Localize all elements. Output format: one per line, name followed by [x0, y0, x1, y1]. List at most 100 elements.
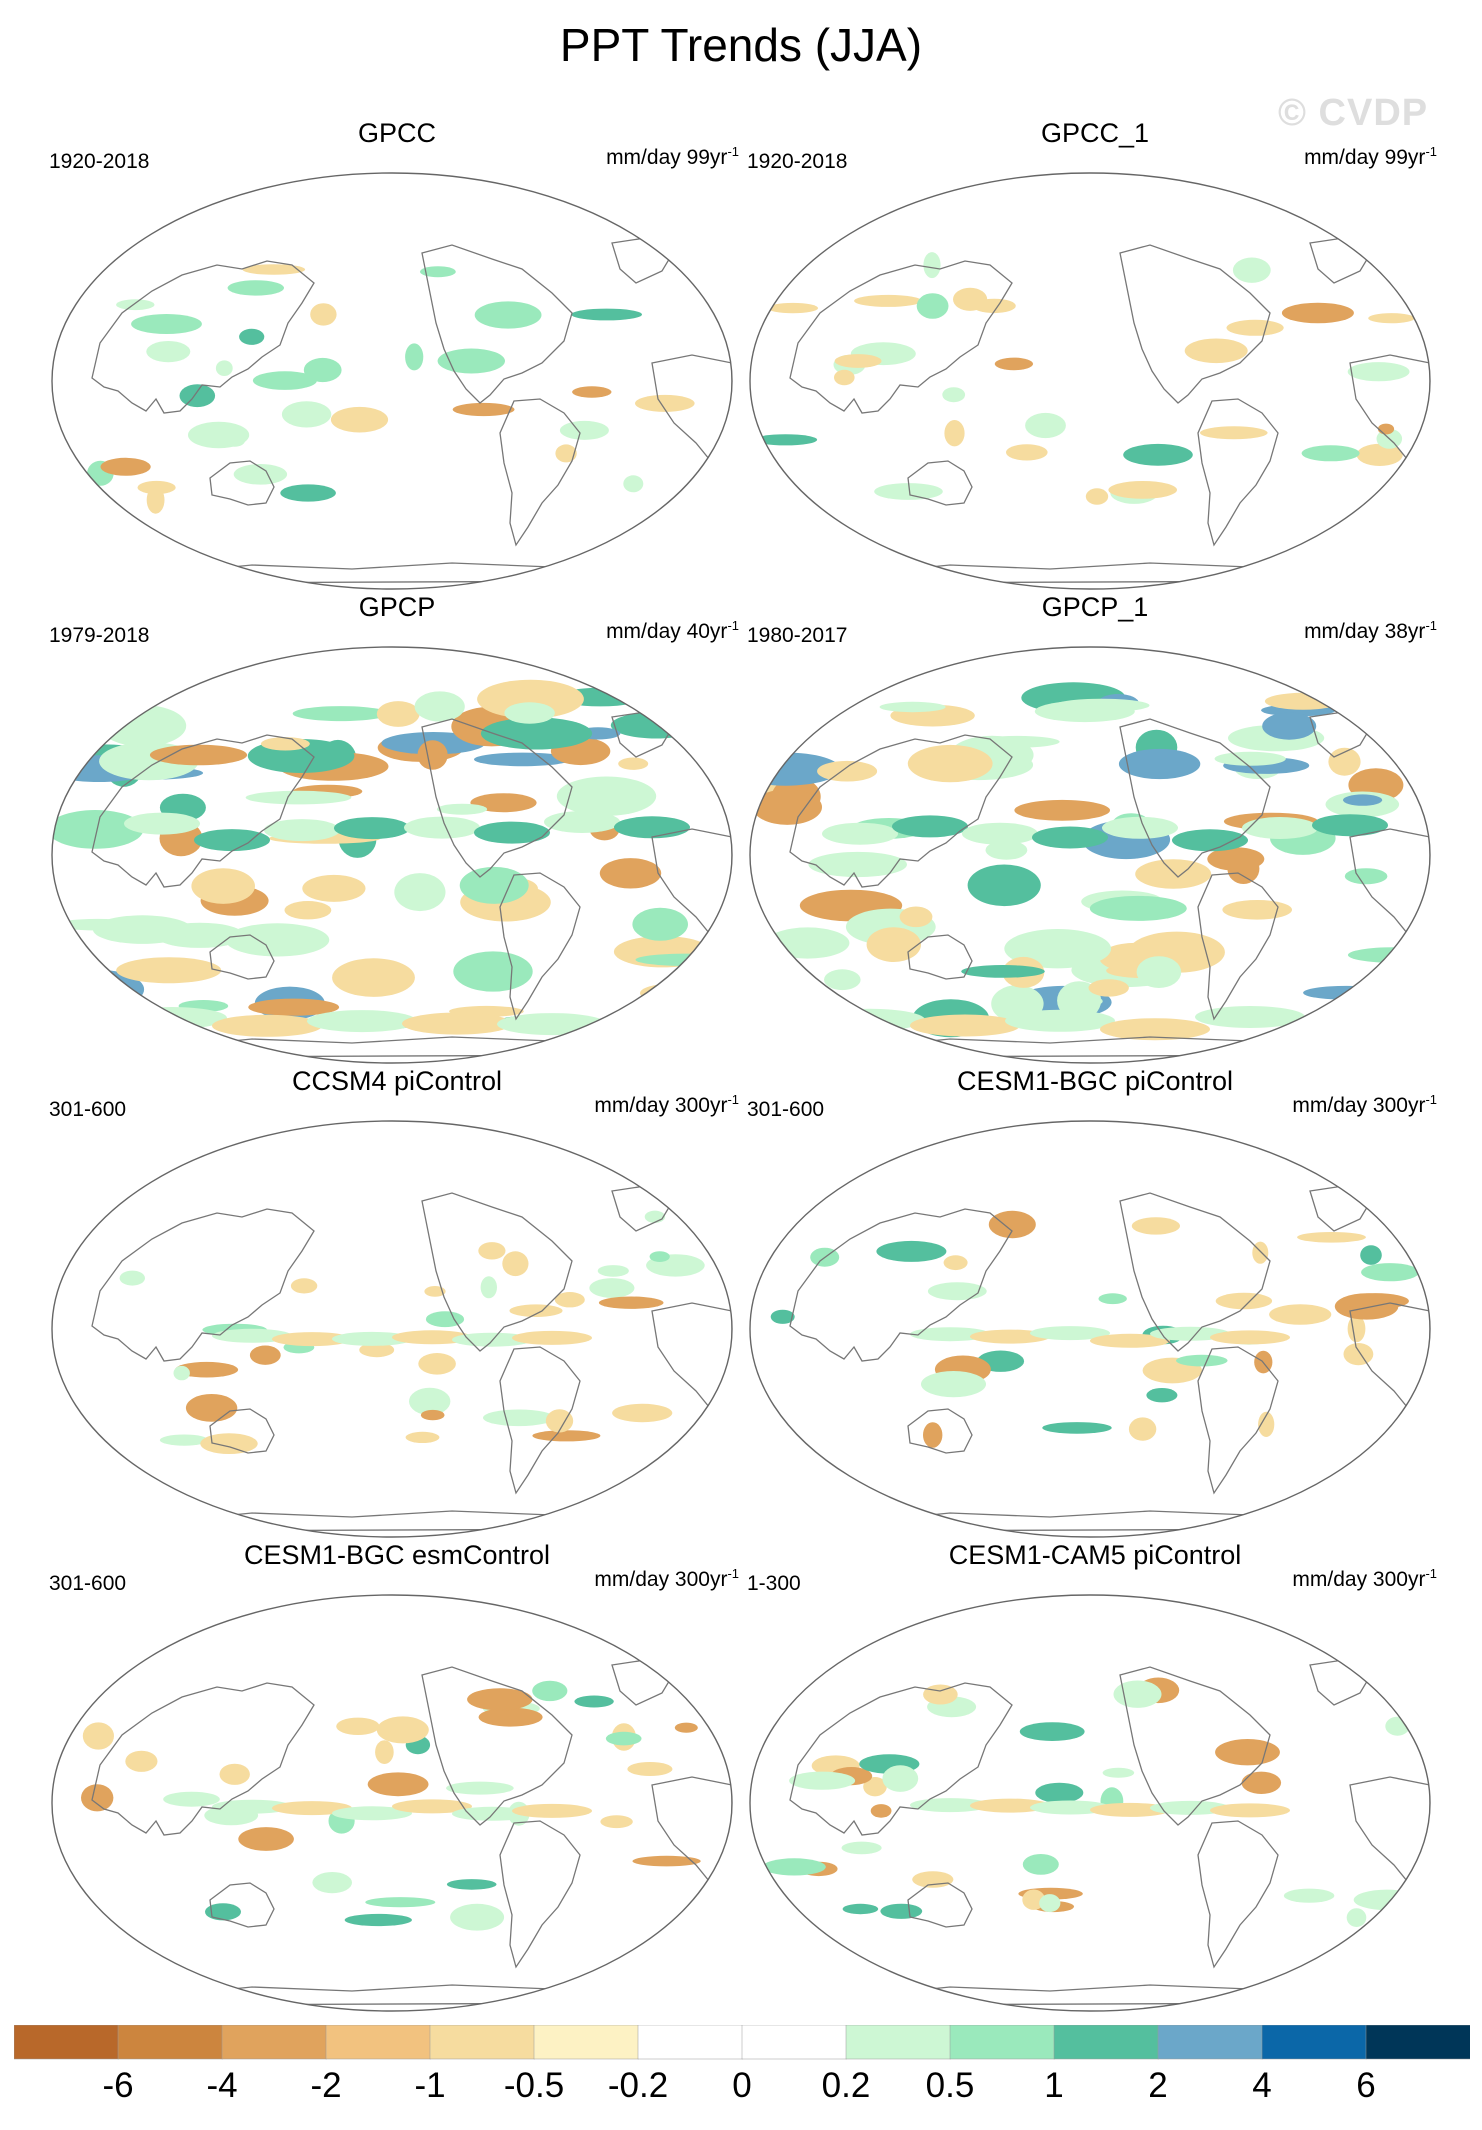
colorbar-tick-label: 4: [1252, 2066, 1272, 2105]
trend-anomaly-patch: [892, 815, 968, 838]
world-map: [749, 646, 1431, 1064]
panel-units: mm/day 300yr-1: [1292, 1092, 1437, 1117]
coastline: [611, 1184, 675, 1232]
coastline: [1309, 1184, 1373, 1232]
trend-anomaly-patch: [245, 790, 352, 805]
trend-anomaly-patch: [1200, 426, 1268, 440]
coastline: [421, 244, 573, 404]
trend-anomaly-patch: [405, 343, 424, 371]
trend-anomaly-patch: [600, 1815, 633, 1829]
trend-anomaly-patch: [923, 252, 941, 279]
trend-anomaly-patch: [480, 717, 593, 750]
trend-anomaly-patch: [632, 907, 688, 941]
trend-anomaly-patch: [307, 1010, 417, 1033]
trend-anomaly-patch: [953, 287, 988, 311]
trend-anomaly-patch: [559, 420, 609, 440]
trend-anomaly-patch: [52, 1012, 141, 1028]
coastline: [421, 1192, 573, 1352]
trend-anomaly-patch: [332, 958, 415, 997]
coastline: [151, 1510, 653, 1532]
trend-anomaly-patch: [212, 1014, 322, 1037]
trend-anomaly-patch: [1214, 751, 1286, 766]
colorbar-swatch: [949, 2025, 1055, 2060]
trend-anomaly-patch: [1100, 1018, 1210, 1041]
trend-anomaly-patch: [1361, 1263, 1420, 1282]
trend-anomaly-patch: [988, 1210, 1036, 1239]
trend-anomaly-patch: [674, 1722, 698, 1733]
coastline: [1309, 236, 1373, 284]
coastline: [209, 1408, 275, 1454]
colorbar-swatch: [533, 2025, 639, 2060]
trend-anomaly-patch: [1358, 985, 1425, 1002]
trend-anomaly-patch: [762, 1858, 826, 1876]
trend-anomaly-patch: [336, 1717, 380, 1735]
trend-anomaly-patch: [215, 360, 233, 376]
map-panel: GPCP_1 1980-2017 mm/day 38yr-1: [745, 592, 1445, 1064]
trend-anomaly-patch: [99, 705, 187, 747]
trend-anomaly-patch: [556, 776, 657, 816]
coastline: [849, 1510, 1351, 1532]
trend-anomaly-patch: [610, 712, 702, 739]
trend-anomaly-patch: [334, 817, 410, 840]
trend-anomaly-patch: [834, 369, 855, 386]
trend-anomaly-patch: [512, 1803, 592, 1818]
trend-anomaly-patch: [453, 951, 533, 992]
trend-anomaly-patch: [1146, 1388, 1178, 1403]
trend-anomaly-patch: [392, 1799, 472, 1814]
trend-anomaly-patch: [173, 1365, 190, 1381]
trend-anomaly-patch: [1343, 794, 1383, 806]
trend-anomaly-patch: [910, 1798, 990, 1813]
trend-anomaly-patch: [1118, 748, 1201, 780]
trend-anomaly-patch: [1150, 1326, 1230, 1341]
trend-anomaly-patch: [985, 840, 1028, 860]
coastline: [151, 562, 653, 584]
trend-anomaly-patch: [1297, 1232, 1366, 1243]
coastline: [421, 718, 573, 878]
coastline: [1197, 1346, 1279, 1495]
trend-anomaly-patch: [1258, 1411, 1275, 1437]
panel-units: mm/day 99yr-1: [606, 144, 739, 169]
trend-anomaly-patch: [502, 1251, 529, 1277]
panel-period: 301-600: [49, 1098, 127, 1121]
trend-anomaly-patch: [618, 757, 649, 770]
colorbar-swatch: [1365, 2025, 1470, 2060]
panel-units: mm/day 99yr-1: [1304, 144, 1437, 169]
trend-anomaly-patch: [635, 394, 695, 412]
trend-anomaly-patch: [644, 1210, 666, 1223]
trend-anomaly-patch: [284, 901, 332, 920]
trend-anomaly-patch: [238, 1827, 294, 1851]
trend-anomaly-patch: [967, 864, 1041, 907]
trend-anomaly-patch: [242, 264, 306, 275]
trend-anomaly-patch: [789, 1771, 856, 1790]
trend-anomaly-patch: [376, 701, 420, 727]
trend-anomaly-patch: [1341, 1293, 1409, 1310]
trend-anomaly-patch: [175, 1361, 239, 1378]
coastline: [499, 872, 581, 1021]
trend-anomaly-patch: [1364, 994, 1401, 1023]
trend-anomaly-patch: [1347, 947, 1430, 963]
world-map: [749, 1120, 1431, 1538]
trend-anomaly-patch: [1089, 895, 1187, 921]
panel-title: GPCP: [358, 592, 436, 622]
trend-anomaly-patch: [899, 906, 933, 928]
trend-anomaly-patch: [185, 1394, 238, 1422]
trend-anomaly-patch: [1312, 814, 1388, 837]
trend-anomaly-patch: [365, 1897, 436, 1908]
trend-anomaly-patch: [249, 1345, 281, 1365]
trend-anomaly-patch: [874, 483, 943, 500]
trend-anomaly-patch: [1226, 319, 1284, 336]
trend-anomaly-patch: [310, 303, 337, 326]
trend-anomaly-patch: [117, 1007, 227, 1029]
world-map: [51, 1594, 733, 2012]
panel-units: mm/day 40yr-1: [606, 618, 739, 643]
trend-anomaly-patch: [159, 1434, 209, 1446]
trend-anomaly-patch: [303, 357, 342, 383]
panel-title: GPCC_1: [1040, 118, 1150, 148]
trend-anomaly-patch: [916, 293, 949, 319]
trend-anomaly-patch: [1338, 1006, 1426, 1024]
trend-anomaly-patch: [418, 1353, 456, 1375]
trend-anomaly-patch: [1227, 853, 1260, 884]
trend-anomaly-patch: [752, 789, 822, 825]
coastline: [91, 734, 315, 888]
coastline: [611, 236, 675, 284]
